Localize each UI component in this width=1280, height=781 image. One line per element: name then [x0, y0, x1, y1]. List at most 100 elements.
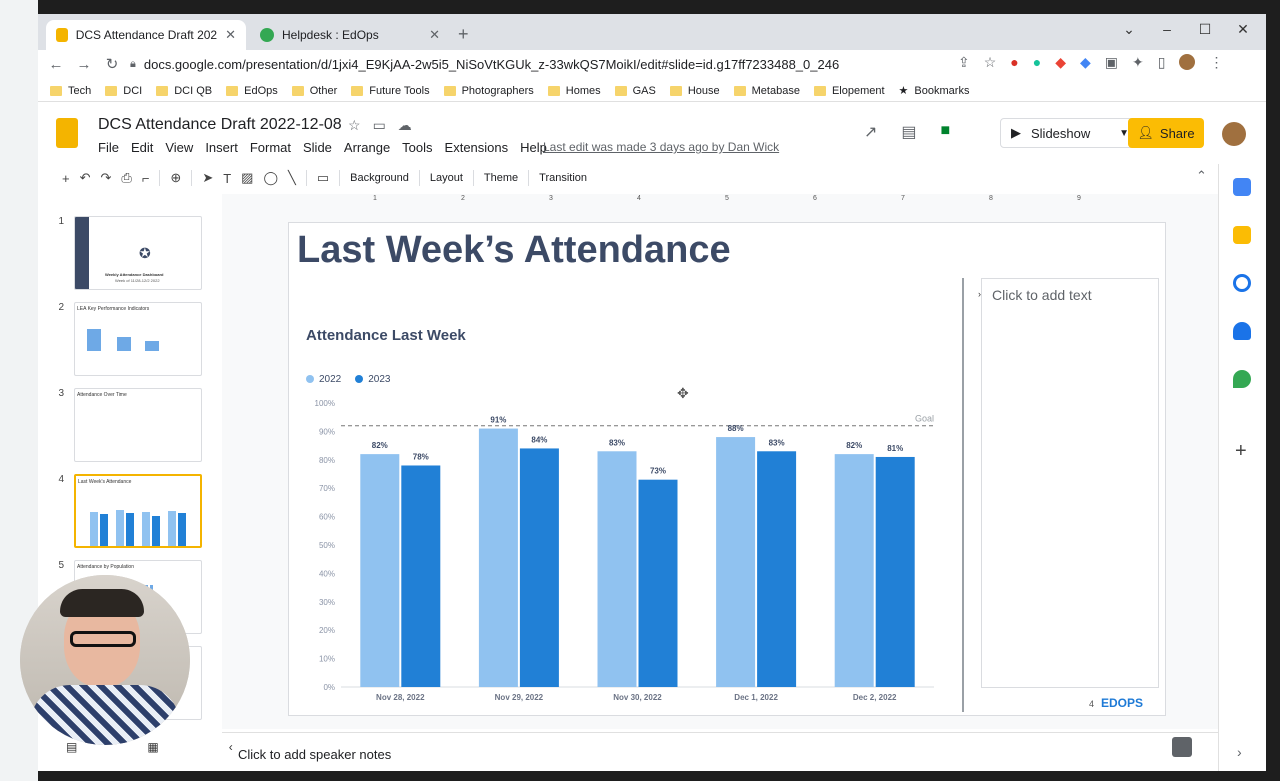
slide-thumbnail-2[interactable]: LEA Key Performance Indicators — [74, 302, 202, 376]
slide-thumbnail-3[interactable]: Attendance Over Time — [74, 388, 202, 462]
collapse-filmstrip-icon[interactable]: ‹ — [228, 740, 233, 754]
contacts-icon[interactable] — [1233, 322, 1251, 340]
bookmark-item[interactable]: ★ Bookmarks — [898, 84, 970, 98]
menu-slide[interactable]: Slide — [303, 140, 332, 155]
menu-help[interactable]: Help — [520, 140, 547, 155]
list-view-icon[interactable]: ▤ — [66, 740, 78, 754]
extension-green-icon[interactable]: ● — [1032, 54, 1042, 70]
menu-view[interactable]: View — [165, 140, 194, 155]
menu-arrange[interactable]: Arrange — [343, 140, 391, 155]
transition-button[interactable]: Transition — [539, 172, 588, 184]
explore-icon[interactable] — [1172, 737, 1192, 757]
expand-panel-icon[interactable]: › — [1237, 744, 1242, 760]
layout-button[interactable]: Layout — [429, 172, 463, 184]
extensions-puzzle-icon[interactable]: ✦ — [1132, 54, 1144, 70]
back-icon[interactable]: ← — [48, 55, 64, 73]
last-edit-link[interactable]: Last edit was made 3 days ago by Dan Wic… — [543, 140, 780, 154]
bookmark-item[interactable]: Other — [291, 85, 337, 97]
profile-avatar[interactable] — [1179, 54, 1196, 70]
minimize-icon[interactable]: – — [1163, 21, 1171, 37]
menu-format[interactable]: Format — [249, 140, 291, 155]
select-icon[interactable]: ➤ — [202, 170, 214, 185]
x-tick-label: Dec 1, 2022 — [734, 693, 778, 702]
text-placeholder-box[interactable]: › Click to add text — [978, 278, 1159, 688]
menu-extensions[interactable]: Extensions — [444, 140, 509, 155]
bookmark-item[interactable]: Photographers — [443, 85, 534, 97]
bar-chart[interactable]: 0% 10% 20% 30% 40% 50% 60% 70% 80% 90% 100% Goal 82%… — [289, 393, 949, 713]
slideshow-button[interactable]: ▶ Slideshow ▼ — [1000, 118, 1140, 148]
menu-insert[interactable]: Insert — [205, 140, 238, 155]
address-bar[interactable]: 🔒︎ docs.google.com/presentation/d/1jxi4_… — [130, 53, 1010, 75]
paint-format-icon[interactable]: ⌐ — [141, 170, 150, 186]
undo-icon[interactable]: ↶ — [79, 170, 91, 185]
forward-icon[interactable]: → — [76, 55, 92, 73]
bookmark-item[interactable]: Metabase — [733, 85, 800, 97]
bookmark-item[interactable]: Tech — [50, 85, 91, 97]
extension-red-icon[interactable]: ● — [1010, 54, 1019, 70]
activity-icon[interactable]: ↗ — [864, 124, 878, 141]
share-page-icon[interactable]: ⇪ — [958, 54, 970, 70]
zoom-icon[interactable]: ⊕ — [170, 170, 182, 185]
bar-2023 — [519, 448, 559, 687]
bookmark-item[interactable]: DCI — [105, 85, 142, 97]
account-avatar[interactable] — [1222, 122, 1246, 146]
bookmark-item[interactable]: Elopement — [813, 85, 885, 97]
new-tab-button[interactable]: + — [458, 24, 469, 44]
meet-icon[interactable]: ■ — [940, 122, 951, 139]
move-folder-icon[interactable]: ▭ — [372, 117, 386, 133]
tab-attendance-draft[interactable]: DCS Attendance Draft 2022-12- ✕ — [46, 20, 246, 50]
bookmark-item[interactable]: Future Tools — [351, 85, 430, 97]
bookmark-item[interactable]: EdOps — [226, 85, 278, 97]
slides-logo-icon[interactable] — [56, 118, 78, 148]
redo-icon[interactable]: ↷ — [100, 170, 112, 185]
slide-title[interactable]: Last Week’s Attendance — [297, 229, 731, 271]
tab-helpdesk[interactable]: Helpdesk : EdOps ✕ — [250, 20, 450, 50]
tasks-icon[interactable] — [1233, 274, 1251, 292]
maximize-icon[interactable]: ☐ — [1198, 20, 1212, 37]
close-icon[interactable]: ✕ — [225, 27, 236, 42]
extension-box-icon[interactable]: ▣ — [1104, 54, 1119, 70]
share-button[interactable]: 👤︎ Share — [1128, 118, 1204, 148]
star-icon[interactable]: ☆ — [348, 117, 361, 133]
menu-edit[interactable]: Edit — [130, 140, 154, 155]
bookmark-item[interactable]: Homes — [547, 85, 601, 97]
slide-thumbnail-1[interactable]: ✪ Weekly Attendance Dashboard Week of 11… — [74, 216, 202, 290]
extension-blue-icon[interactable]: ◆ — [1080, 54, 1091, 70]
speaker-notes-placeholder: Click to add speaker notes — [238, 747, 392, 762]
close-window-icon[interactable]: ✕ — [1237, 20, 1249, 37]
add-addon-icon[interactable]: + — [1235, 440, 1247, 462]
close-icon[interactable]: ✕ — [429, 27, 440, 42]
print-icon[interactable]: ⎙ — [121, 170, 132, 185]
keep-icon[interactable] — [1233, 226, 1251, 244]
image-icon[interactable]: ▨ — [241, 170, 254, 185]
text-box-icon[interactable]: T — [223, 170, 232, 186]
extension-shield-icon[interactable]: ◆ — [1055, 54, 1067, 70]
reload-icon[interactable]: ↻ — [105, 56, 119, 73]
x-tick-label: Nov 29, 2022 — [495, 693, 544, 702]
background-button[interactable]: Background — [350, 172, 409, 184]
slide-canvas[interactable]: Last Week’s Attendance Attendance Last W… — [288, 222, 1166, 716]
bookmark-item[interactable]: House — [669, 85, 720, 97]
slide-thumbnail-4[interactable]: Last Week's Attendance — [74, 474, 202, 548]
chevron-down-icon[interactable]: ▼ — [1119, 127, 1129, 139]
theme-button[interactable]: Theme — [483, 172, 519, 184]
tab-search-icon[interactable]: ⌄ — [1123, 20, 1135, 37]
document-title[interactable]: DCS Attendance Draft 2022-12-08 — [98, 116, 342, 133]
menu-tools[interactable]: Tools — [402, 140, 433, 155]
calendar-icon[interactable] — [1233, 178, 1251, 196]
comment-icon[interactable]: ▭ — [316, 170, 330, 185]
menu-icon[interactable]: ⋮ — [1209, 54, 1224, 70]
comments-icon[interactable]: ▤ — [901, 124, 917, 141]
sidebar-icon[interactable]: ▯ — [1157, 54, 1166, 70]
star-icon[interactable]: ☆ — [983, 54, 997, 70]
new-slide-icon[interactable]: + — [62, 170, 70, 186]
bookmark-item[interactable]: DCI QB — [156, 85, 212, 97]
line-icon[interactable]: ╲ — [288, 170, 296, 185]
menu-file[interactable]: File — [98, 140, 119, 155]
maps-icon[interactable] — [1233, 370, 1251, 388]
bookmark-item[interactable]: GAS — [614, 85, 656, 97]
grid-view-icon[interactable]: ▦ — [147, 740, 159, 754]
speaker-notes[interactable]: Click to add speaker notes — [222, 732, 1218, 771]
shape-icon[interactable]: ◯ — [263, 170, 279, 185]
collapse-toolbar-icon[interactable]: ⌃ — [1196, 168, 1207, 183]
